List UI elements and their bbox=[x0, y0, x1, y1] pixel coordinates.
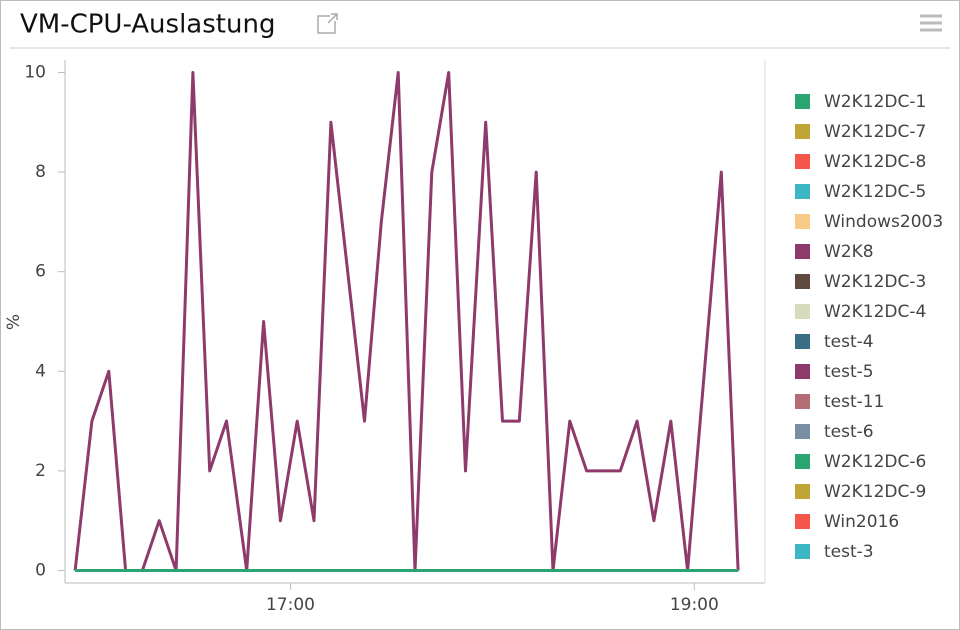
legend-label[interactable]: test-6 bbox=[824, 422, 874, 442]
legend-label[interactable]: W2K8 bbox=[824, 242, 874, 262]
legend-swatch[interactable] bbox=[795, 184, 810, 199]
legend-label[interactable]: test-4 bbox=[824, 332, 874, 352]
legend-swatch[interactable] bbox=[795, 484, 810, 499]
series-line bbox=[73, 71, 740, 572]
y-tick-label: 0 bbox=[35, 561, 46, 581]
legend-swatch[interactable] bbox=[795, 424, 810, 439]
legend-label[interactable]: W2K12DC-1 bbox=[824, 92, 926, 112]
legend-label[interactable]: Windows2003 bbox=[824, 212, 943, 232]
y-tick-label: 4 bbox=[35, 361, 46, 381]
legend-swatch[interactable] bbox=[795, 304, 810, 319]
x-tick-label: 19:00 bbox=[670, 595, 719, 615]
legend-swatch[interactable] bbox=[795, 544, 810, 559]
legend-label[interactable]: W2K12DC-3 bbox=[824, 272, 926, 292]
y-tick-label: 6 bbox=[35, 262, 46, 282]
legend-label[interactable]: Win2016 bbox=[824, 512, 899, 532]
y-tick-label: 10 bbox=[24, 62, 46, 82]
legend-label[interactable]: W2K12DC-7 bbox=[824, 122, 926, 142]
legend-swatch[interactable] bbox=[795, 214, 810, 229]
legend-label[interactable]: W2K12DC-4 bbox=[824, 302, 926, 322]
legend-swatch[interactable] bbox=[795, 124, 810, 139]
legend-label[interactable]: test-3 bbox=[824, 542, 874, 562]
legend-swatch[interactable] bbox=[795, 154, 810, 169]
legend-swatch[interactable] bbox=[795, 364, 810, 379]
x-tick-label: 17:00 bbox=[266, 595, 315, 615]
menu-icon[interactable] bbox=[920, 14, 942, 32]
legend-swatch[interactable] bbox=[795, 274, 810, 289]
legend-label[interactable]: W2K12DC-9 bbox=[824, 482, 926, 502]
legend-label[interactable]: W2K12DC-5 bbox=[824, 182, 926, 202]
legend-label[interactable]: W2K12DC-6 bbox=[824, 452, 926, 472]
legend-label[interactable]: test-5 bbox=[824, 362, 874, 382]
y-tick-label: 2 bbox=[35, 461, 46, 481]
y-axis-label: % bbox=[4, 314, 24, 330]
legend-label[interactable]: test-11 bbox=[824, 392, 884, 412]
legend-swatch[interactable] bbox=[795, 514, 810, 529]
legend-swatch[interactable] bbox=[795, 244, 810, 259]
legend-swatch[interactable] bbox=[795, 94, 810, 109]
legend-swatch[interactable] bbox=[795, 454, 810, 469]
y-tick-label: 8 bbox=[35, 162, 46, 182]
legend-swatch[interactable] bbox=[795, 334, 810, 349]
chart-title: VM-CPU-Auslastung bbox=[20, 10, 275, 40]
legend-label[interactable]: W2K12DC-8 bbox=[824, 152, 926, 172]
legend-swatch[interactable] bbox=[795, 394, 810, 409]
external-link-icon[interactable] bbox=[317, 13, 338, 34]
